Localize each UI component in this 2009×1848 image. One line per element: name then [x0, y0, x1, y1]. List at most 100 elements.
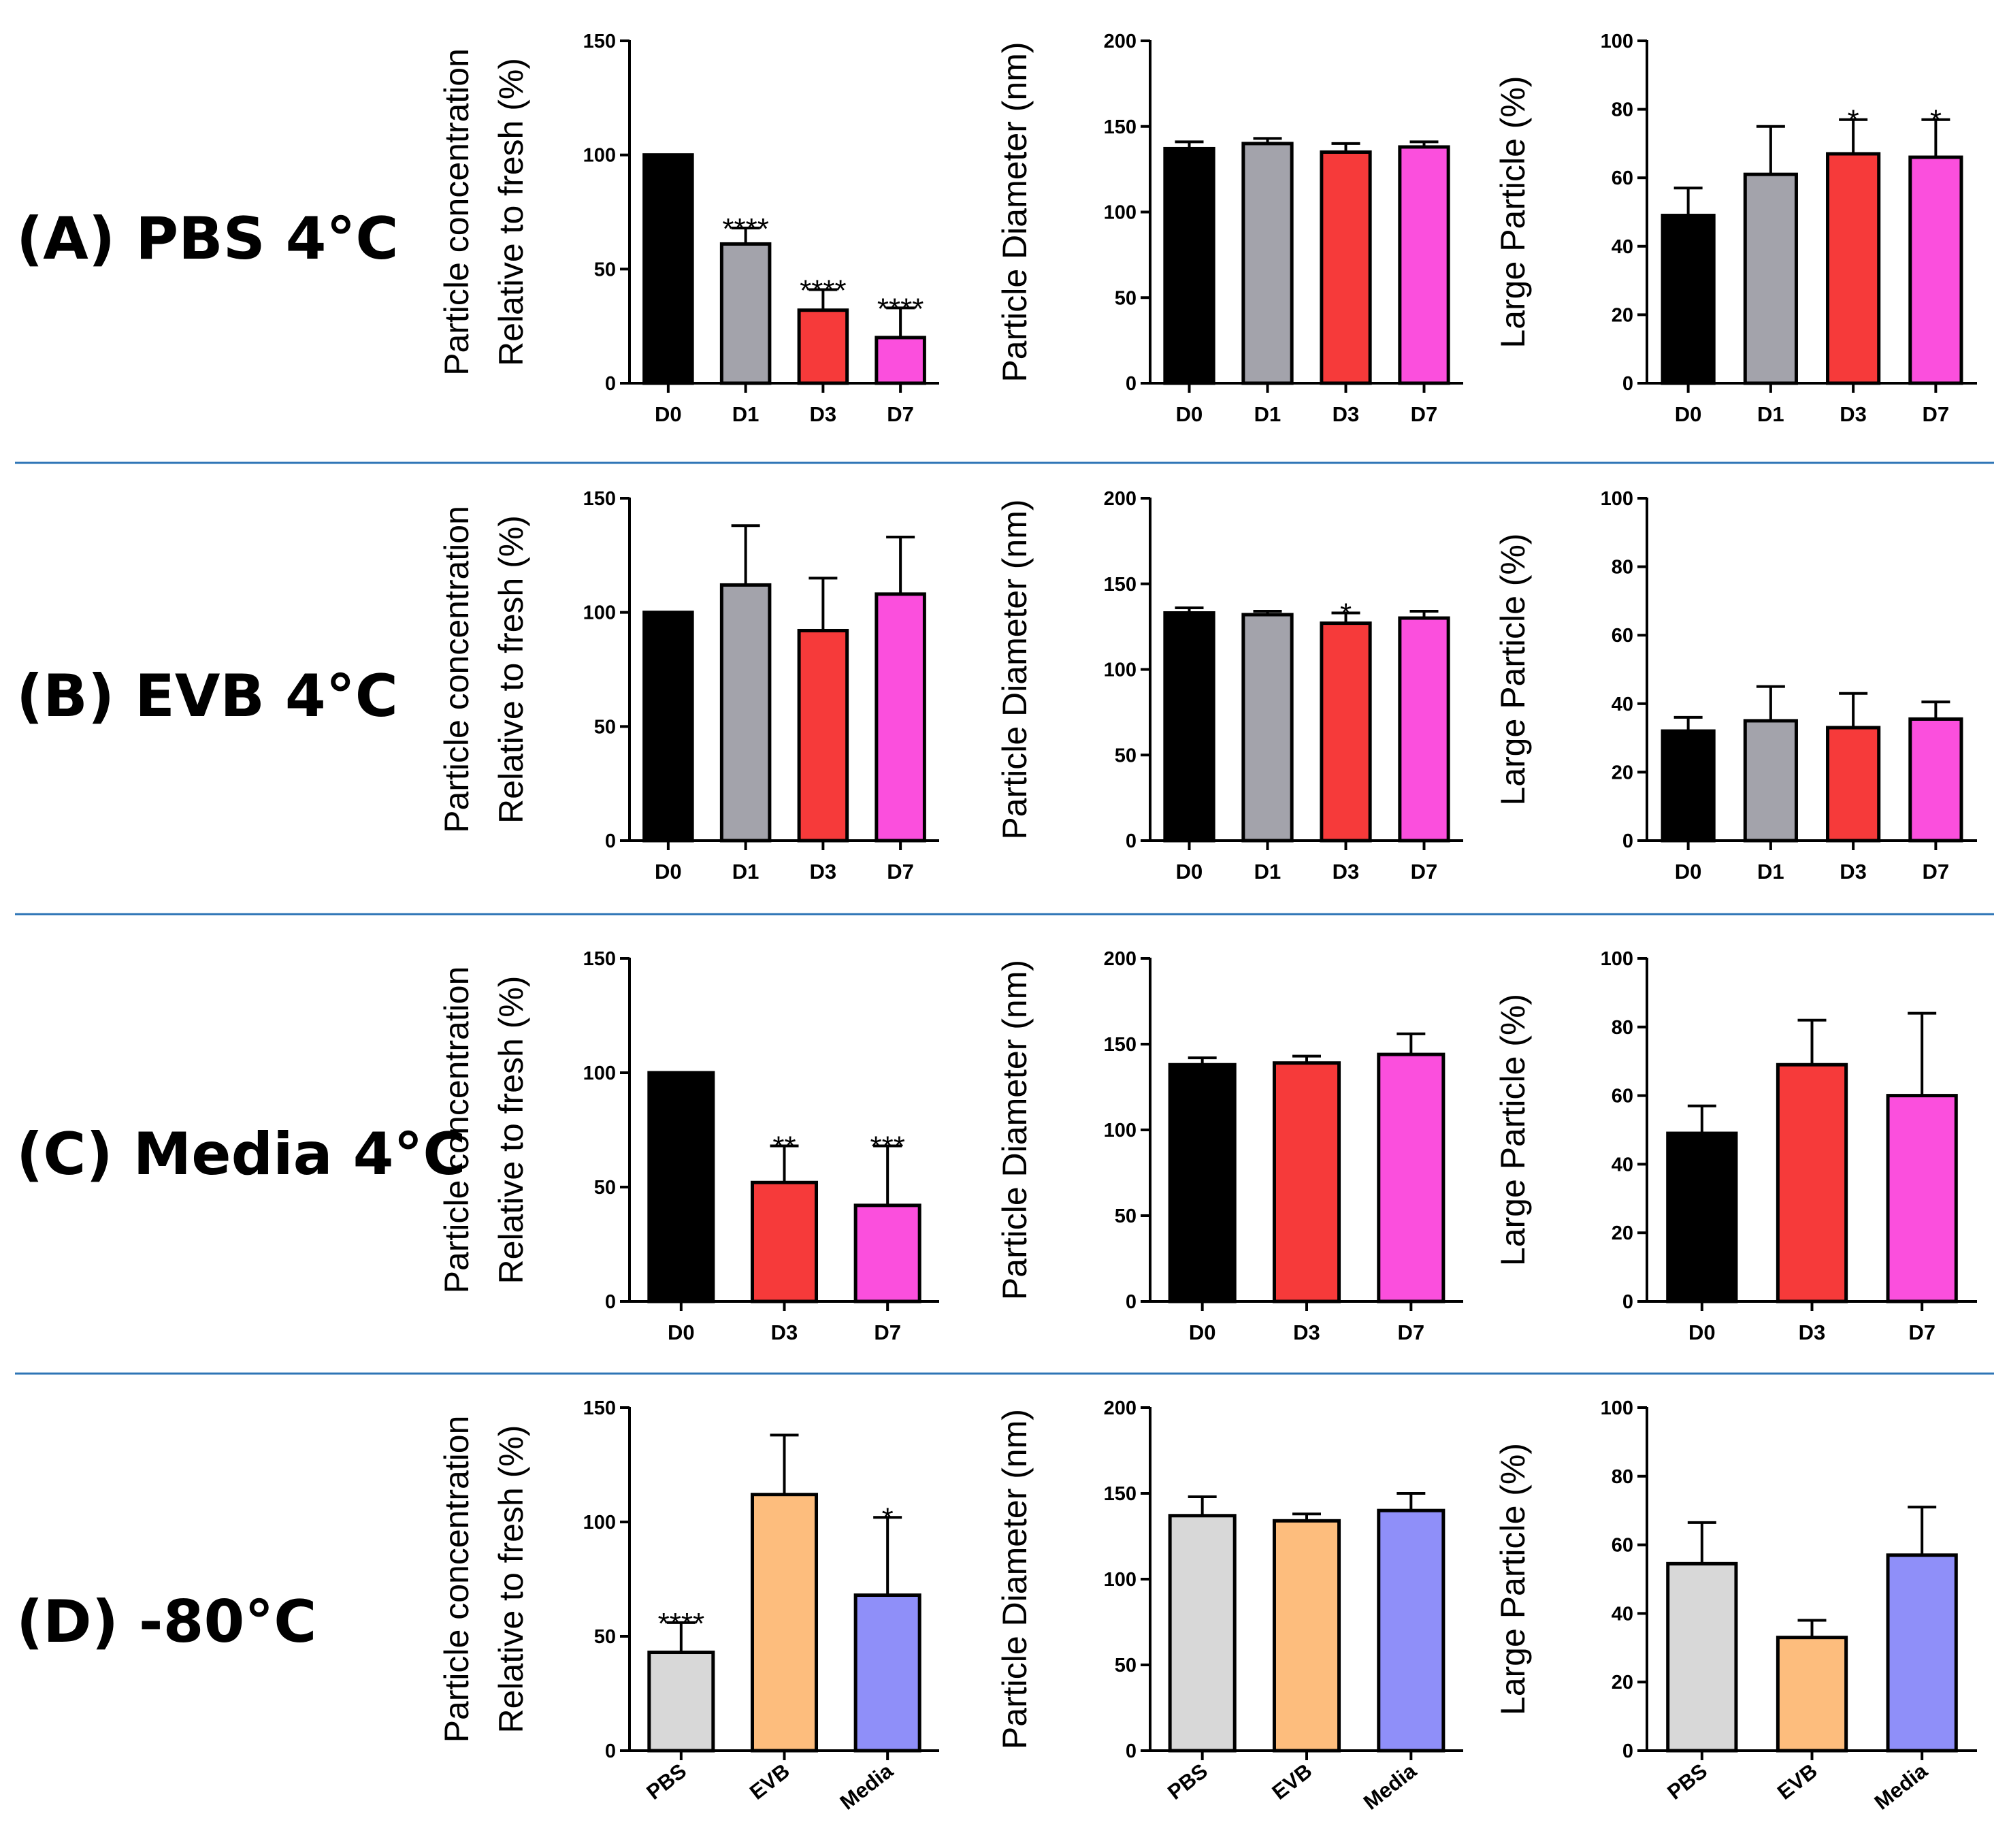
- y-tick-label: 60: [1612, 625, 1633, 647]
- significance-marker: ***: [870, 1131, 904, 1164]
- bar-pbs: [647, 1651, 715, 1753]
- x-tick-label: PBS: [1663, 1759, 1712, 1804]
- bar-evb: [1272, 1519, 1341, 1753]
- y-axis-label: Particle Diameter (nm): [996, 499, 1034, 839]
- y-tick-label: 20: [1612, 762, 1633, 783]
- bar-d0: [642, 611, 694, 843]
- y-tick-label: 150: [1104, 116, 1137, 138]
- x-tick-label: D0: [1176, 860, 1203, 884]
- bar-d1: [719, 242, 772, 385]
- y-axis-label: Particle Diameter (nm): [996, 42, 1034, 382]
- x-tick-label: D7: [1411, 860, 1438, 884]
- bar-d1: [1241, 142, 1294, 385]
- x-tick-label: D7: [887, 402, 914, 426]
- bar-d0: [1168, 1063, 1237, 1303]
- x-tick-label: D3: [1333, 860, 1360, 884]
- y-tick-label: 150: [583, 948, 616, 970]
- bar-d7: [875, 592, 926, 843]
- y-tick-label: 0: [1126, 830, 1137, 852]
- significance-marker: *: [1340, 598, 1352, 631]
- x-tick-label: D3: [810, 402, 837, 426]
- x-tick-label: Media: [836, 1758, 898, 1814]
- y-tick-label: 200: [1104, 31, 1137, 52]
- y-tick-label: 20: [1612, 304, 1633, 326]
- x-tick-label: Media: [1870, 1758, 1932, 1814]
- bar-media: [1377, 1508, 1446, 1753]
- bar-evb: [750, 1493, 819, 1753]
- y-tick-label: 0: [1126, 1291, 1137, 1313]
- bar-d3: [1320, 150, 1372, 385]
- bar-d0: [1163, 611, 1215, 843]
- y-tick-label: 50: [1115, 287, 1137, 309]
- bar-d0: [647, 1071, 715, 1303]
- row-label-a: (A) PBS 4°C: [16, 205, 399, 273]
- y-tick-label: 100: [583, 1063, 616, 1084]
- bar-d3: [797, 308, 849, 385]
- chart-c2: Particle Diameter (nm) 0 50 100 150 200 D0 D3 D7: [996, 948, 1463, 1344]
- y-tick-label: 0: [605, 1740, 616, 1762]
- x-tick-label: D7: [1923, 860, 1950, 884]
- y-tick-label: 100: [1601, 488, 1633, 510]
- y-tick-label: 40: [1612, 236, 1633, 258]
- y-tick-label: 100: [1601, 948, 1633, 970]
- bar-pbs: [1666, 1561, 1738, 1753]
- significance-marker: ****: [658, 1607, 705, 1640]
- significance-marker: ****: [877, 292, 924, 325]
- bar-d1: [1743, 719, 1798, 843]
- bar-d7: [853, 1203, 921, 1303]
- row-labels: (A) PBS 4°C (B) EVB 4°C (C) Media 4°C (D…: [16, 205, 466, 1656]
- x-tick-label: D0: [655, 860, 682, 884]
- significance-marker: *: [1848, 104, 1859, 137]
- y-tick-label: 80: [1612, 1466, 1633, 1488]
- bar-d1: [719, 583, 772, 843]
- bar-d0: [642, 153, 694, 385]
- bar-pbs: [1168, 1514, 1237, 1753]
- y-axis-label: Large Particle (%): [1494, 533, 1532, 805]
- x-tick-label: D0: [1675, 402, 1702, 426]
- y-axis-label: Relative to fresh (%): [492, 515, 530, 824]
- bar-d7: [1908, 155, 1963, 385]
- x-tick-label: D0: [668, 1320, 695, 1344]
- y-tick-label: 40: [1612, 1154, 1633, 1176]
- x-tick-label: Media: [1359, 1758, 1421, 1814]
- chart-d3: Large Particle (%) 0 20 40 60 80 100 PBS EVB Medi…: [1494, 1397, 1977, 1815]
- y-tick-label: 50: [594, 1626, 616, 1648]
- x-tick-label: D3: [1840, 860, 1867, 884]
- y-tick-label: 150: [583, 31, 616, 52]
- y-axis-label: Relative to fresh (%): [492, 976, 530, 1284]
- chart-d2: Particle Diameter (nm) 0 50 100 150 200 PBS EVB…: [996, 1397, 1463, 1815]
- y-tick-label: 0: [605, 830, 616, 852]
- chart-c1: Particle concentration Relative to fresh …: [438, 948, 939, 1344]
- x-tick-label: D7: [874, 1320, 901, 1344]
- y-tick-label: 100: [1104, 1569, 1137, 1591]
- y-axis-label: Particle concentration: [438, 48, 476, 376]
- y-tick-label: 200: [1104, 1397, 1137, 1419]
- significance-marker: **: [772, 1131, 796, 1164]
- bar-d3: [797, 628, 849, 843]
- x-tick-label: D0: [655, 402, 682, 426]
- y-axis-label: Large Particle (%): [1494, 76, 1532, 348]
- y-tick-label: 100: [583, 602, 616, 624]
- y-tick-label: 50: [594, 259, 616, 280]
- bar-d0: [1666, 1131, 1738, 1303]
- x-tick-label: D1: [732, 402, 760, 426]
- y-axis-label: Particle concentration: [438, 506, 476, 833]
- x-tick-label: D0: [1176, 402, 1203, 426]
- x-tick-label: D3: [1799, 1320, 1826, 1344]
- significance-marker: *: [1930, 104, 1942, 137]
- x-tick-label: D7: [1908, 1320, 1936, 1344]
- row-label-d: (D) -80°C: [16, 1588, 316, 1656]
- y-tick-label: 100: [1104, 1120, 1137, 1141]
- x-tick-label: D1: [1757, 402, 1784, 426]
- row-dividers: [15, 461, 1994, 1375]
- y-tick-label: 50: [594, 1177, 616, 1199]
- y-tick-label: 60: [1612, 1535, 1633, 1557]
- chart-b3: Large Particle (%) 0 20 40 60 80 100 D0 D1 D3 D7: [1494, 488, 1977, 884]
- x-tick-label: PBS: [642, 1759, 691, 1804]
- bar-d3: [1826, 152, 1881, 385]
- y-tick-label: 100: [1104, 202, 1137, 224]
- y-tick-label: 0: [1126, 373, 1137, 395]
- chart-c3: Large Particle (%) 0 20 40 60 80 100 D0 D3 D7: [1494, 948, 1977, 1344]
- x-tick-label: EVB: [1773, 1759, 1822, 1804]
- y-axis-label: Relative to fresh (%): [492, 1425, 530, 1734]
